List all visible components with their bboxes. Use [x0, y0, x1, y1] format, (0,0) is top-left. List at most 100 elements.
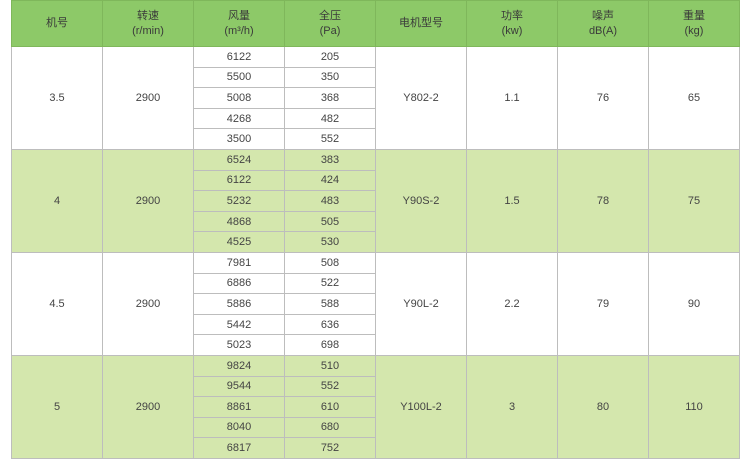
pressure-cell: 680 — [284, 416, 376, 439]
column-header: 机号 — [11, 0, 103, 47]
column-header: 功率 (kw) — [466, 0, 558, 47]
column-header: 转速 (r/min) — [102, 0, 194, 47]
airflow-cell: 6886 — [193, 272, 285, 295]
header-unit: (kg) — [684, 24, 704, 37]
column-header: 风量 (m³/h) — [193, 0, 285, 47]
pressure-cell: 424 — [284, 169, 376, 192]
weight-cell: 110 — [648, 354, 740, 459]
motor-cell: Y90S-2 — [375, 148, 467, 253]
airflow-cell: 6122 — [193, 46, 285, 68]
table-row: 6122 424 — [12, 169, 740, 192]
pressure-cell: 368 — [284, 87, 376, 109]
airflow-cell: 7981 — [193, 251, 285, 274]
model-number-cell: 4 — [11, 148, 103, 253]
pressure-cell: 350 — [284, 66, 376, 89]
column-header: 电机型号 — [375, 0, 467, 47]
noise-cell: 80 — [557, 354, 649, 459]
airflow-cell: 6817 — [193, 437, 285, 459]
airflow-cell: 5886 — [193, 293, 285, 315]
pressure-cell: 508 — [284, 251, 376, 274]
header-row: 机号 转速 (r/min) 风量 (m³/h) 全压 (Pa) 电机型号 功率 (kw) 噪声 dB(… — [11, 0, 740, 47]
airflow-cell: 6524 — [193, 148, 285, 171]
model-number-cell: 4.5 — [11, 251, 103, 356]
pressure-cell: 522 — [284, 272, 376, 295]
fan-spec-table: 机号 转速 (r/min) 风量 (m³/h) 全压 (Pa) 电机型号 功率 (kw) 噪声 dB(… — [11, 0, 740, 459]
header-unit: (r/min) — [132, 24, 164, 37]
table-row: 5 2900 9824 510 Y100L-2 3 80 110 — [11, 354, 740, 459]
table-row: 9544 552 — [12, 375, 740, 398]
airflow-cell: 9544 — [193, 375, 285, 398]
header-label: 机号 — [46, 17, 68, 29]
model-number-cell: 3.5 — [11, 46, 103, 150]
weight-cell: 75 — [648, 148, 740, 253]
header-label: 全压 — [319, 9, 341, 22]
table-row: 4.5 2900 7981 508 Y90L-2 2.2 79 90 — [11, 251, 740, 356]
airflow-cell: 8861 — [193, 396, 285, 418]
motor-cell: Y100L-2 — [375, 354, 467, 459]
pressure-cell: 552 — [284, 128, 376, 150]
pressure-cell: 588 — [284, 293, 376, 315]
power-cell: 1.1 — [466, 46, 558, 150]
header-label: 转速 — [137, 9, 159, 22]
power-cell: 2.2 — [466, 251, 558, 356]
power-cell: 1.5 — [466, 148, 558, 253]
airflow-cell: 6122 — [193, 169, 285, 192]
header-unit: (kw) — [501, 24, 523, 37]
noise-cell: 78 — [557, 148, 649, 253]
header-unit: (m³/h) — [224, 24, 254, 37]
pressure-cell: 530 — [284, 231, 376, 253]
speed-cell: 2900 — [102, 148, 194, 253]
speed-cell: 2900 — [102, 251, 194, 356]
speed-cell: 2900 — [102, 354, 194, 459]
motor-cell: Y802-2 — [375, 46, 467, 150]
pressure-cell: 636 — [284, 313, 376, 336]
model-number-cell: 5 — [11, 354, 103, 459]
airflow-cell: 5023 — [193, 334, 285, 356]
airflow-cell: 4868 — [193, 210, 285, 233]
pressure-cell: 610 — [284, 396, 376, 418]
table-row: 8040 680 — [12, 416, 740, 439]
noise-cell: 79 — [557, 251, 649, 356]
airflow-cell: 5500 — [193, 66, 285, 89]
table-row: 5232 483 — [12, 190, 740, 212]
header-label: 电机型号 — [399, 17, 443, 29]
pressure-cell: 552 — [284, 375, 376, 398]
weight-cell: 90 — [648, 251, 740, 356]
airflow-cell: 5442 — [193, 313, 285, 336]
header-label: 噪声 — [592, 9, 614, 22]
table-row: 4 2900 6524 383 Y90S-2 1.5 78 75 — [11, 148, 740, 253]
table-row: 4268 482 — [12, 107, 740, 130]
column-header: 重量 (kg) — [648, 0, 740, 47]
airflow-cell: 5232 — [193, 190, 285, 212]
pressure-cell: 483 — [284, 190, 376, 212]
pressure-cell: 482 — [284, 107, 376, 130]
pressure-cell: 383 — [284, 148, 376, 171]
table-row: 4868 505 — [12, 210, 740, 233]
header-label: 风量 — [228, 9, 250, 22]
table-row: 8861 610 — [12, 396, 740, 418]
pressure-cell: 205 — [284, 46, 376, 68]
speed-cell: 2900 — [102, 46, 194, 150]
header-unit: (Pa) — [319, 24, 341, 37]
motor-cell: Y90L-2 — [375, 251, 467, 356]
header-label: 重量 — [683, 9, 705, 22]
header-label: 功率 — [501, 9, 523, 22]
pressure-cell: 505 — [284, 210, 376, 233]
pressure-cell: 510 — [284, 354, 376, 377]
table-row: 3.5 2900 6122 205 Y802-2 1.1 76 65 — [11, 46, 740, 150]
airflow-cell: 8040 — [193, 416, 285, 439]
weight-cell: 65 — [648, 46, 740, 150]
airflow-cell: 9824 — [193, 354, 285, 377]
pressure-cell: 698 — [284, 334, 376, 356]
airflow-cell: 4525 — [193, 231, 285, 253]
airflow-cell: 4268 — [193, 107, 285, 130]
header-unit: dB(A) — [588, 24, 618, 37]
airflow-cell: 3500 — [193, 128, 285, 150]
column-header: 全压 (Pa) — [284, 0, 376, 47]
power-cell: 3 — [466, 354, 558, 459]
column-header: 噪声 dB(A) — [557, 0, 649, 47]
airflow-cell: 5008 — [193, 87, 285, 109]
table-row: 5023 698 — [12, 334, 740, 356]
pressure-cell: 752 — [284, 437, 376, 459]
noise-cell: 76 — [557, 46, 649, 150]
